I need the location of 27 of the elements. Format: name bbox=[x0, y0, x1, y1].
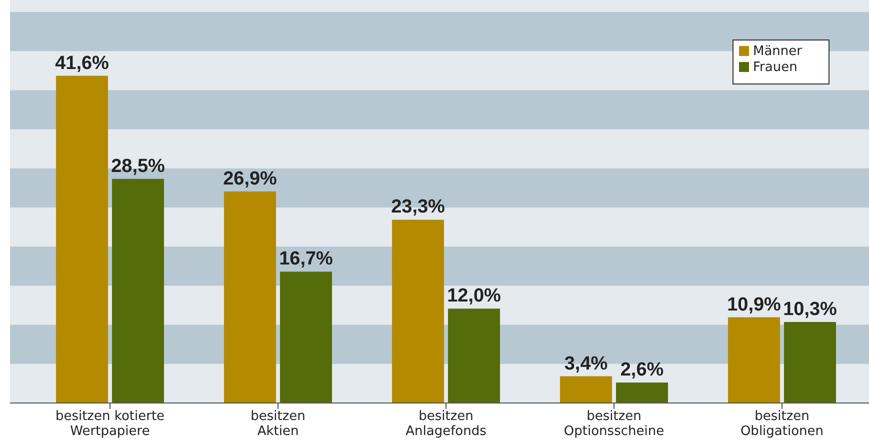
bar bbox=[224, 191, 276, 403]
x-tick-label: besitzen Aktien bbox=[250, 409, 306, 439]
data-label: 10,3% bbox=[783, 298, 838, 320]
bar bbox=[56, 76, 108, 403]
bar bbox=[784, 322, 836, 403]
data-label: 2,6% bbox=[620, 360, 664, 381]
data-label: 16,7% bbox=[279, 248, 334, 270]
data-label: 10,9% bbox=[727, 294, 782, 316]
x-tick-label: besitzen Anlagefonds bbox=[406, 409, 487, 439]
bar bbox=[112, 178, 164, 403]
bar bbox=[392, 220, 444, 403]
data-label: 28,5% bbox=[111, 156, 166, 177]
bar bbox=[728, 317, 780, 403]
legend-label: Männer bbox=[753, 44, 803, 59]
bar bbox=[448, 308, 500, 403]
data-label: 26,9% bbox=[223, 168, 278, 190]
bar bbox=[560, 376, 612, 403]
data-label: 3,4% bbox=[564, 353, 608, 374]
x-tick-label: besitzen kotierte Wertpapiere bbox=[55, 409, 165, 439]
x-tick-label: besitzen Obligationen bbox=[740, 409, 824, 439]
data-label: 23,3% bbox=[391, 196, 446, 218]
data-label: 41,6% bbox=[55, 52, 110, 74]
data-label: 12,0% bbox=[447, 286, 502, 307]
legend-label: Frauen bbox=[753, 60, 798, 75]
x-tick-label: besitzen Optionsscheine bbox=[564, 409, 664, 439]
bar bbox=[616, 382, 668, 403]
bar bbox=[280, 272, 332, 403]
